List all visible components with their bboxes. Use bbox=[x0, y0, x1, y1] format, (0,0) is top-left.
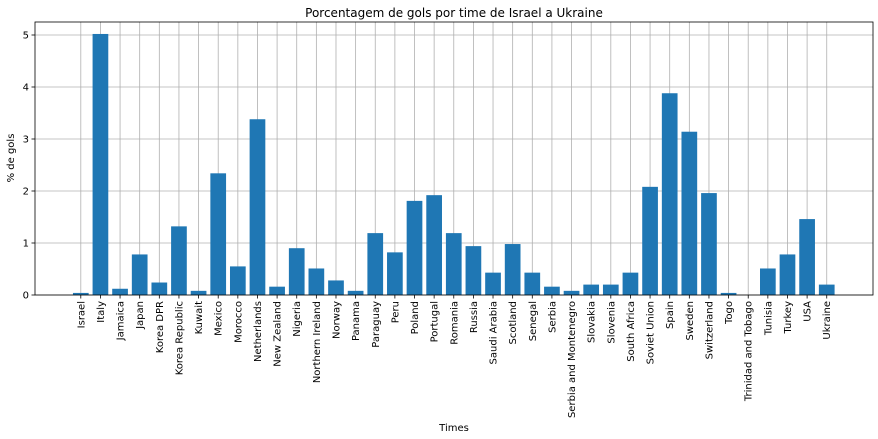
x-tick-label: Saudi Arabia bbox=[489, 301, 500, 364]
bar bbox=[760, 268, 776, 295]
x-tick-label: Israel bbox=[76, 301, 87, 328]
x-tick-label: Russia bbox=[469, 301, 480, 333]
x-tick-label: Jamaica bbox=[116, 301, 127, 341]
bar bbox=[288, 248, 305, 295]
bar bbox=[661, 93, 678, 296]
x-tick-label: Italy bbox=[96, 301, 107, 323]
x-tick-label: Ukraine bbox=[822, 301, 833, 340]
x-tick-label: Romania bbox=[449, 301, 460, 345]
bar bbox=[210, 173, 227, 295]
x-tick-label: Serbia and Montenegro bbox=[567, 301, 578, 418]
bar bbox=[131, 254, 148, 295]
x-axis-ticks: Israel Italy Jamaica Japan Korea DPR Korea Re… bbox=[76, 295, 833, 418]
x-tick-label: Nigeria bbox=[292, 301, 303, 337]
y-axis-label: % de gols bbox=[6, 134, 17, 183]
x-tick-label: Switzerland bbox=[704, 301, 715, 359]
bar bbox=[367, 233, 384, 295]
x-tick-label: Tunisia bbox=[763, 301, 774, 336]
bar bbox=[171, 226, 187, 295]
x-tick-label: Slovenia bbox=[606, 301, 617, 344]
bar bbox=[72, 292, 89, 295]
x-tick-label: Netherlands bbox=[253, 301, 264, 362]
bar bbox=[681, 131, 698, 295]
y-tick-label: 3 bbox=[23, 135, 29, 146]
bar bbox=[112, 288, 128, 295]
bar bbox=[387, 252, 403, 295]
x-tick-label: Slovakia bbox=[587, 301, 598, 343]
bar bbox=[524, 272, 541, 295]
x-tick-label: Sweden bbox=[685, 301, 696, 341]
chart-title: Porcentagem de gols por time de Israel a… bbox=[305, 6, 603, 20]
x-tick-label: Trinidad and Tobago bbox=[744, 301, 755, 402]
bar bbox=[818, 284, 835, 295]
x-tick-label: Serbia bbox=[547, 301, 558, 333]
bar bbox=[229, 266, 246, 295]
x-tick-label: Turkey bbox=[783, 301, 794, 335]
x-tick-label: Togo bbox=[724, 301, 735, 325]
bar bbox=[328, 280, 344, 295]
bar bbox=[347, 290, 364, 295]
bar bbox=[799, 219, 815, 295]
x-tick-label: Norway bbox=[331, 301, 342, 339]
x-tick-label: Northern Ireland bbox=[312, 301, 323, 383]
x-tick-label: Korea DPR bbox=[155, 301, 166, 353]
bar bbox=[249, 119, 266, 296]
y-tick-label: 2 bbox=[23, 187, 29, 198]
x-tick-label: Korea Republic bbox=[174, 301, 185, 375]
x-tick-label: Kuwait bbox=[194, 301, 205, 334]
bar bbox=[190, 290, 207, 295]
x-tick-label: Peru bbox=[390, 301, 401, 323]
x-tick-label: Portugal bbox=[430, 301, 441, 342]
x-tick-label: South Africa bbox=[626, 301, 637, 362]
y-axis-ticks: 0 1 2 3 4 5 bbox=[23, 31, 35, 302]
x-tick-label: Panama bbox=[351, 301, 362, 341]
x-tick-label: Soviet Union bbox=[646, 301, 657, 364]
bar bbox=[151, 282, 168, 295]
bar bbox=[485, 272, 501, 295]
x-tick-label: Spain bbox=[665, 301, 676, 329]
bar bbox=[269, 286, 285, 295]
bars bbox=[72, 33, 835, 296]
x-tick-label: Mexico bbox=[214, 301, 225, 336]
x-tick-label: Poland bbox=[410, 301, 421, 334]
bar bbox=[445, 233, 462, 295]
bar bbox=[642, 186, 658, 295]
bar bbox=[583, 284, 600, 295]
bar bbox=[720, 292, 737, 295]
bar bbox=[92, 33, 109, 296]
y-tick-label: 0 bbox=[23, 291, 29, 302]
x-tick-label: New Zealand bbox=[273, 301, 284, 367]
bar bbox=[563, 290, 580, 295]
bar bbox=[426, 195, 442, 295]
bar bbox=[622, 272, 639, 295]
x-tick-label: Japan bbox=[135, 301, 146, 330]
bar bbox=[504, 244, 521, 295]
x-axis-label: Times bbox=[438, 423, 469, 434]
x-tick-label: Senegal bbox=[528, 301, 539, 341]
x-tick-label: USA bbox=[803, 301, 814, 322]
x-tick-label: Scotland bbox=[508, 301, 519, 344]
bar bbox=[602, 284, 619, 295]
x-tick-label: Morocco bbox=[233, 301, 244, 343]
y-tick-label: 4 bbox=[23, 83, 29, 94]
y-tick-label: 1 bbox=[23, 239, 29, 250]
bar bbox=[308, 268, 325, 295]
bar bbox=[544, 286, 560, 295]
bar bbox=[701, 193, 717, 295]
bar bbox=[779, 254, 796, 295]
bar bbox=[406, 200, 423, 295]
y-tick-label: 5 bbox=[23, 31, 29, 42]
bar bbox=[465, 246, 482, 295]
x-tick-label: Paraguay bbox=[371, 301, 382, 348]
